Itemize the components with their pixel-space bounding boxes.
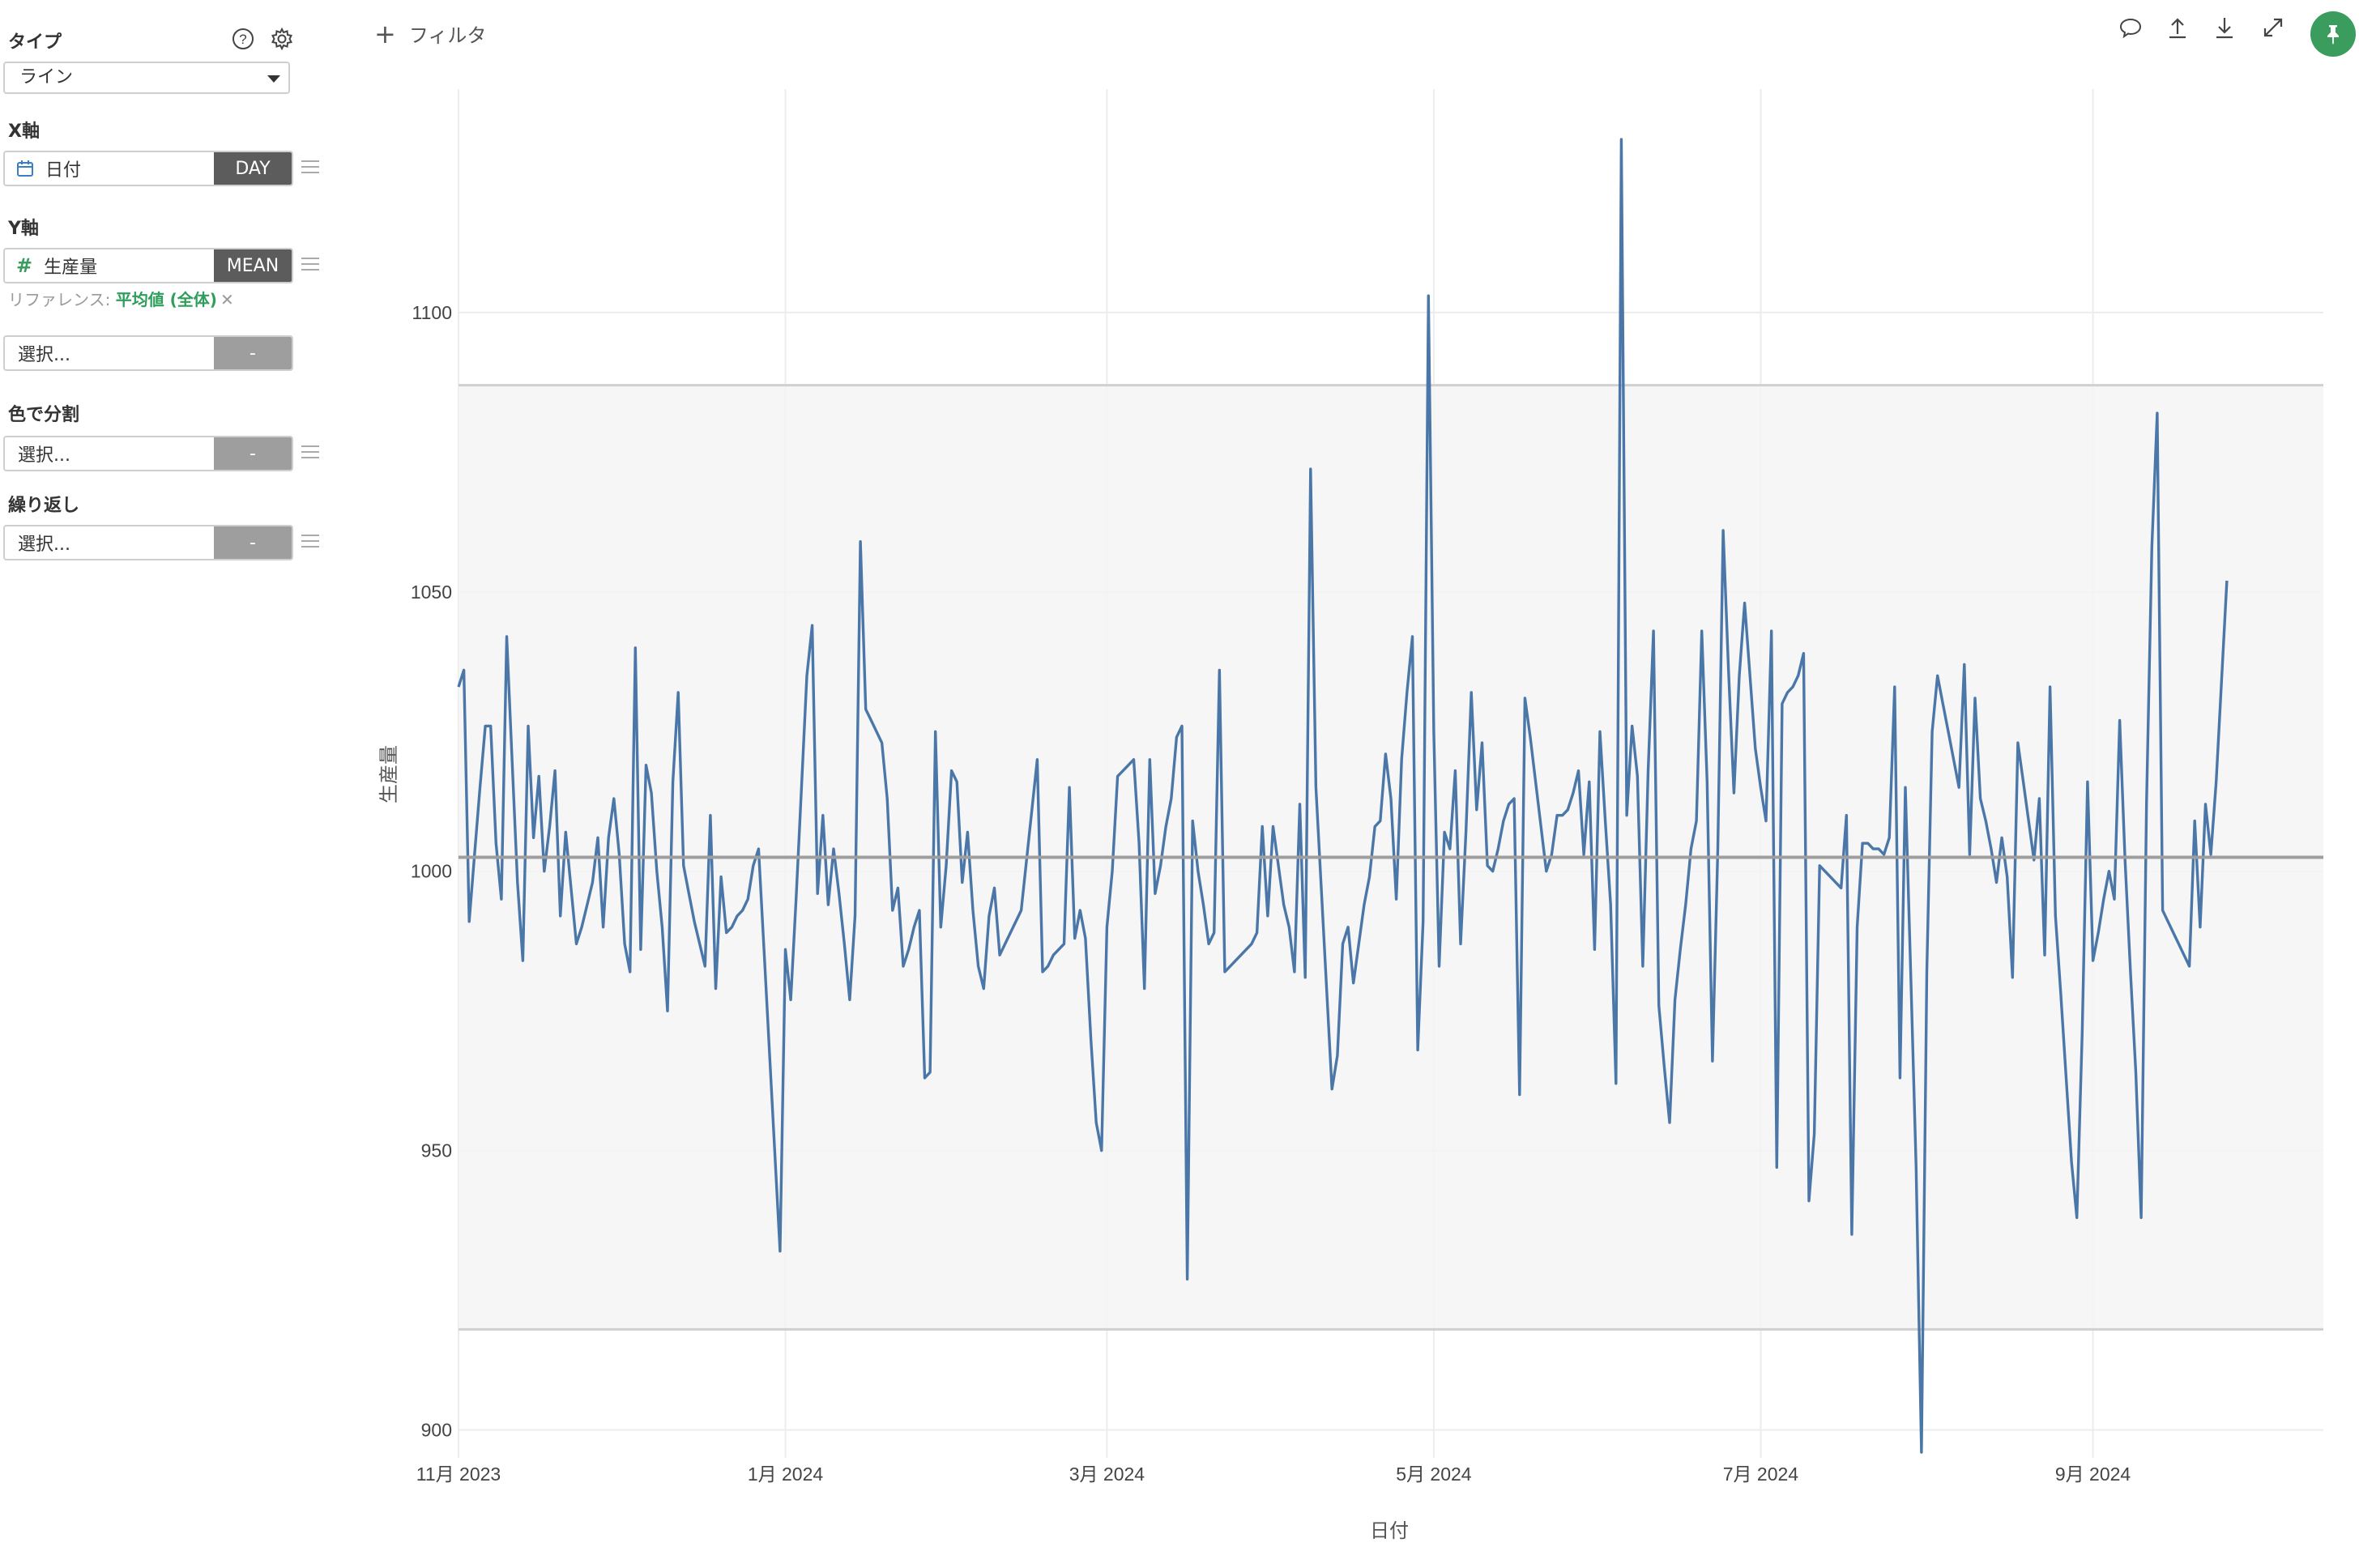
filter-label: フィルタ — [408, 24, 487, 47]
reference-value-link[interactable]: 平均値 (全体) — [115, 290, 217, 309]
color-split-aggregation[interactable]: - — [214, 437, 292, 470]
y-tick-label: 1000 — [411, 861, 452, 882]
help-icon[interactable]: ? — [230, 26, 256, 52]
x-axis-field-name: 日付 — [45, 160, 82, 181]
download-icon[interactable] — [2212, 15, 2237, 44]
repeat-aggregation[interactable]: - — [214, 526, 292, 559]
y-tick-label: 900 — [421, 1420, 452, 1441]
reference-line-setting: リファレンス: 平均値 (全体) ✕ — [8, 287, 234, 310]
extra-measure-placeholder: 選択... — [18, 345, 70, 365]
extra-measure-aggregation[interactable]: - — [214, 337, 292, 369]
series-line — [457, 138, 2229, 1454]
x-tick-label: 3月 2024 — [1069, 1464, 1145, 1485]
upload-icon[interactable] — [2165, 15, 2190, 44]
type-label: タイプ — [8, 32, 62, 53]
repeat-menu-icon[interactable] — [301, 535, 319, 549]
x-axis-ticks: 11月 2023 1月 2024 3月 2024 5月 2024 7月 2024 9月 2… — [416, 1464, 2131, 1485]
reference-prefix: リファレンス: — [8, 290, 116, 309]
x-tick-label: 9月 2024 — [2055, 1464, 2131, 1485]
pin-icon — [2327, 25, 2339, 45]
color-split-placeholder: 選択... — [18, 445, 70, 466]
plus-icon: + — [374, 18, 396, 49]
pin-button[interactable] — [2310, 11, 2356, 57]
hash-icon: # — [16, 254, 33, 277]
x-axis-menu-icon[interactable] — [301, 160, 319, 175]
chart-type-select[interactable]: ライン — [3, 62, 290, 94]
repeat-placeholder: 選択... — [18, 535, 70, 555]
x-tick-label: 7月 2024 — [1723, 1464, 1799, 1485]
y-axis-field[interactable]: # 生産量 MEAN — [3, 248, 293, 283]
y-tick-label: 950 — [421, 1140, 452, 1161]
y-tick-label: 1100 — [412, 302, 452, 323]
chart-type-value: ライン — [19, 67, 74, 87]
color-split-label: 色で分割 — [8, 405, 80, 425]
x-axis-title: 日付 — [1370, 1520, 1409, 1542]
repeat-label: 繰り返し — [8, 496, 80, 516]
y-axis-title: 生産量 — [378, 745, 400, 803]
calendar-icon — [17, 160, 33, 177]
y-axis-ticks: 900 950 1000 1050 1100 — [411, 302, 452, 1441]
svg-text:?: ? — [239, 32, 246, 47]
chevron-down-icon — [267, 75, 280, 83]
expand-icon[interactable] — [2260, 15, 2286, 44]
y-axis-menu-icon[interactable] — [301, 258, 319, 272]
add-filter-button[interactable]: + フィルタ — [374, 19, 486, 48]
x-axis-field[interactable]: 日付 DAY — [3, 151, 293, 186]
repeat-field[interactable]: 選択... - — [3, 525, 293, 560]
x-tick-label: 11月 2023 — [416, 1464, 501, 1485]
series-layer — [457, 138, 2229, 1454]
color-split-menu-icon[interactable] — [301, 445, 319, 460]
y-axis-field-name: 生産量 — [44, 258, 98, 278]
y-axis-label: Y軸 — [8, 219, 39, 239]
x-tick-label: 5月 2024 — [1396, 1464, 1472, 1485]
reference-remove-icon[interactable]: ✕ — [220, 290, 234, 309]
x-tick-label: 1月 2024 — [748, 1464, 824, 1485]
y-tick-label: 1050 — [411, 582, 452, 603]
gear-icon[interactable] — [269, 26, 295, 52]
extra-measure-field[interactable]: 選択... - — [3, 335, 293, 371]
chart-settings-sidebar: タイプ ? ライン X軸 日付 DAY Y軸 # 生産量 MEAN リファレンス… — [0, 0, 340, 1568]
y-axis-aggregation[interactable]: MEAN — [214, 249, 292, 282]
x-axis-label: X軸 — [8, 121, 40, 142]
color-split-field[interactable]: 選択... - — [3, 436, 293, 471]
x-axis-aggregation[interactable]: DAY — [214, 152, 292, 185]
comment-icon[interactable] — [2118, 15, 2144, 44]
